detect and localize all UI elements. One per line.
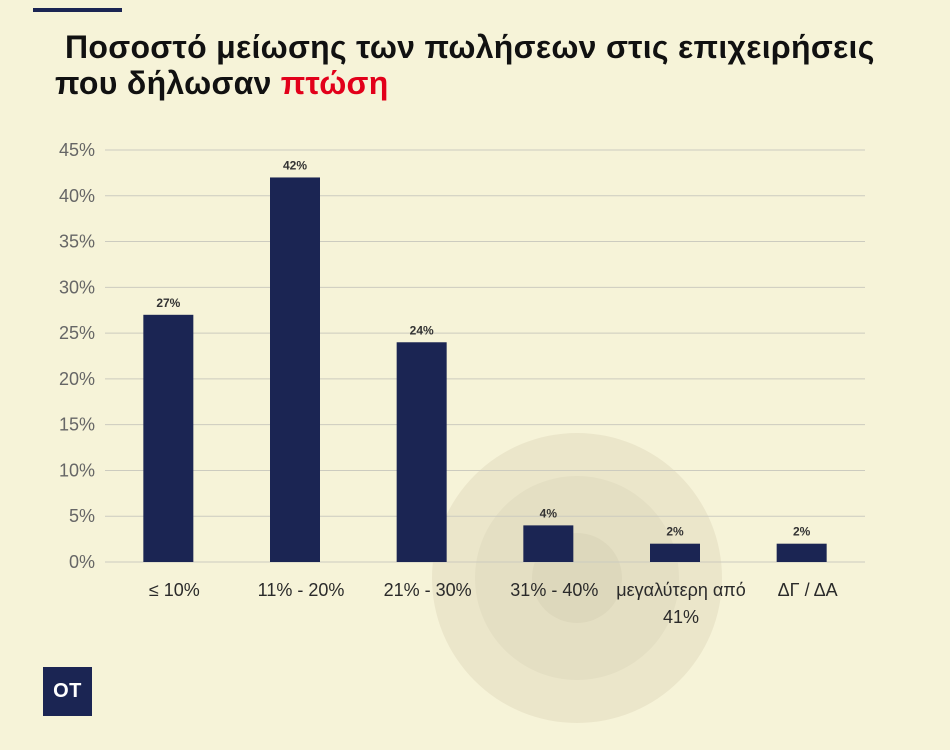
data-label: 42% <box>283 158 307 172</box>
accent-line <box>33 8 122 12</box>
y-tick-label: 5% <box>69 506 95 526</box>
data-labels: 27% 42% 24% 4% 2% 2% <box>156 158 810 538</box>
bar <box>650 543 700 562</box>
y-tick-label: 40% <box>59 186 95 206</box>
data-label: 2% <box>793 525 811 539</box>
y-axis-ticks: 0% 5% 10% 15% 20% 25% 30% 35% 40% 45% <box>59 140 95 572</box>
y-tick-label: 20% <box>59 369 95 389</box>
y-tick-label: 30% <box>59 277 95 297</box>
bar <box>523 525 574 562</box>
x-tick-label: ΔΓ / ΔΑ <box>777 580 838 600</box>
bar <box>270 177 320 562</box>
gridlines <box>105 149 865 563</box>
x-tick-label: μεγαλύτερη από 41% <box>616 580 746 627</box>
x-tick-label: 21% - 30% <box>383 580 472 600</box>
y-tick-label: 45% <box>59 140 95 160</box>
x-tick-label: ≤ 10% <box>148 580 200 600</box>
data-label: 27% <box>156 296 180 310</box>
y-tick-label: 0% <box>69 552 95 572</box>
y-tick-label: 15% <box>59 415 95 435</box>
y-tick-label: 25% <box>59 323 95 343</box>
data-label: 24% <box>410 323 434 337</box>
chart-title-highlight: πτώση <box>280 65 389 101</box>
y-tick-label: 10% <box>59 460 95 480</box>
logo: OT <box>43 667 92 716</box>
chart-title-line2-text: που δήλωσαν <box>55 65 272 101</box>
x-tick-label: 31% - 40% <box>510 580 599 600</box>
y-tick-label: 35% <box>59 232 95 252</box>
bar <box>143 314 194 562</box>
x-tick-label: 11% - 20% <box>257 580 345 600</box>
bar <box>776 543 827 562</box>
bars <box>143 177 827 562</box>
data-label: 4% <box>540 506 558 520</box>
data-label: 2% <box>666 525 684 539</box>
chart-title-line1: Ποσοστό μείωσης των πωλήσεων στις επιχει… <box>65 29 875 65</box>
chart-title-line2: που δήλωσαν πτώση <box>55 63 389 103</box>
bar <box>396 342 447 562</box>
